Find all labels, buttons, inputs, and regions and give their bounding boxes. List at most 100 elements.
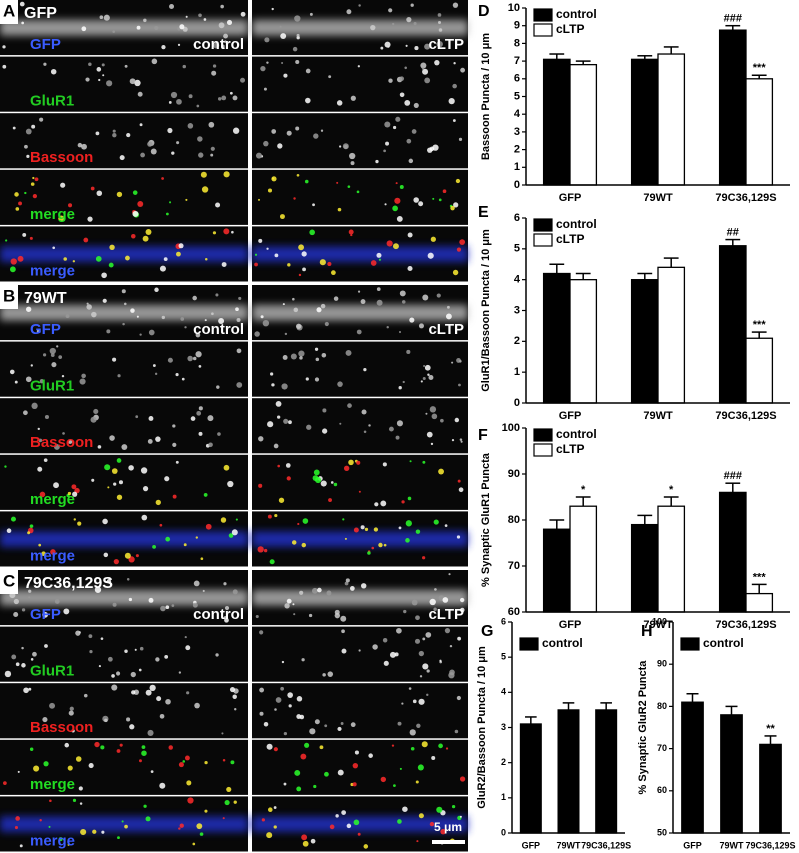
speckle <box>319 745 324 750</box>
bar <box>569 279 598 404</box>
speckle <box>440 418 444 423</box>
speckle <box>273 806 277 809</box>
speckle <box>444 627 451 634</box>
speckle <box>389 651 396 658</box>
speckle <box>259 630 264 635</box>
speckle <box>311 587 318 594</box>
bar <box>720 714 743 834</box>
micrograph <box>252 398 468 454</box>
speckle <box>457 479 461 483</box>
speckle <box>134 648 137 651</box>
speckle <box>421 741 428 748</box>
y-tick-label: 4 <box>514 274 521 286</box>
y-tick-label: 50 <box>657 827 667 837</box>
speckle <box>9 369 15 375</box>
speckle <box>21 646 24 650</box>
speckle <box>195 536 198 539</box>
y-tick-label: 70 <box>657 743 667 753</box>
speckle <box>121 820 124 823</box>
speckle <box>418 650 425 657</box>
speckle <box>212 231 217 235</box>
speckle <box>203 493 208 497</box>
speckle <box>392 205 398 212</box>
speckle <box>391 744 395 747</box>
speckle <box>56 345 59 348</box>
speckle <box>309 728 316 735</box>
speckle <box>178 671 182 674</box>
speckle <box>236 348 242 354</box>
panel-letter: C <box>3 571 15 590</box>
speckle <box>145 689 152 696</box>
speckle <box>223 171 230 178</box>
speckle <box>54 599 60 604</box>
legend-swatch <box>519 637 539 651</box>
speckle <box>301 834 308 841</box>
speckle <box>58 355 63 359</box>
speckle <box>148 329 155 336</box>
speckle <box>116 191 123 198</box>
speckle <box>313 784 317 789</box>
speckle <box>147 439 153 444</box>
speckle <box>117 374 121 378</box>
y-tick-label: 6 <box>514 73 520 85</box>
speckle <box>217 97 222 101</box>
speckle <box>319 259 326 266</box>
speckle <box>335 814 339 818</box>
speckle <box>414 638 421 644</box>
panel-letter-box <box>0 570 18 594</box>
speckle <box>396 420 403 427</box>
speckle <box>179 823 184 828</box>
speckle <box>167 127 173 134</box>
speckle <box>2 64 7 69</box>
speckle <box>298 273 302 277</box>
y-tick-label: 10 <box>508 2 520 14</box>
speckle <box>238 296 242 300</box>
legend-swatch <box>533 8 553 22</box>
speckle <box>294 15 301 22</box>
speckle <box>380 46 384 50</box>
speckle <box>98 664 101 668</box>
speckle <box>198 365 202 368</box>
speckle <box>396 215 403 222</box>
speckle <box>160 605 166 612</box>
speckle <box>215 293 219 297</box>
speckle <box>383 149 386 153</box>
speckle <box>43 62 47 66</box>
speckle <box>176 251 181 257</box>
speckle <box>81 373 86 379</box>
micrograph <box>0 56 248 112</box>
speckle <box>41 551 46 557</box>
speckle <box>121 289 126 294</box>
micrograph <box>0 626 248 682</box>
speckle <box>216 385 220 389</box>
speckle <box>372 644 378 650</box>
speckle <box>326 590 332 596</box>
speckle <box>292 603 295 606</box>
speckle <box>339 145 342 148</box>
speckle <box>405 44 408 47</box>
speckle <box>25 128 32 135</box>
speckle <box>261 818 265 822</box>
speckle <box>190 416 196 421</box>
speckle <box>176 141 180 145</box>
speckle <box>330 270 336 276</box>
speckle <box>281 660 285 664</box>
speckle <box>448 573 451 576</box>
panel-letter: F <box>478 427 488 444</box>
condition-label: cLTP <box>428 606 464 623</box>
speckle <box>4 465 7 468</box>
speckle <box>111 684 118 691</box>
channel-label: merge <box>30 262 75 279</box>
speckle <box>171 151 175 155</box>
speckle <box>288 704 292 708</box>
speckle <box>50 353 55 357</box>
bar <box>595 709 618 834</box>
speckle <box>282 355 288 360</box>
speckle <box>187 123 194 129</box>
speckle <box>23 687 29 694</box>
speckle <box>118 480 124 485</box>
y-tick-label: 5 <box>501 652 506 662</box>
speckle <box>17 255 24 262</box>
speckle <box>360 525 365 530</box>
speckle <box>392 22 395 26</box>
